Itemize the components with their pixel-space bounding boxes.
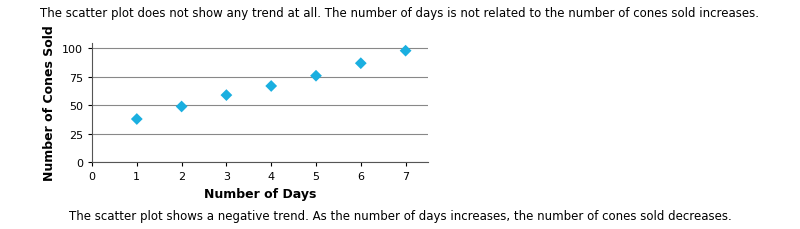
Point — [220, 94, 233, 98]
Text: The scatter plot shows a negative trend. As the number of days increases, the nu: The scatter plot shows a negative trend.… — [69, 209, 731, 222]
Text: The scatter plot does not show any trend at all. The number of days is not relat: The scatter plot does not show any trend… — [41, 7, 759, 20]
Point — [130, 118, 143, 121]
X-axis label: Number of Days: Number of Days — [204, 187, 316, 200]
Point — [399, 50, 412, 53]
Point — [175, 105, 188, 109]
Point — [354, 62, 367, 66]
Y-axis label: Number of Cones Sold: Number of Cones Sold — [43, 25, 57, 181]
Point — [265, 85, 278, 88]
Point — [310, 75, 322, 78]
